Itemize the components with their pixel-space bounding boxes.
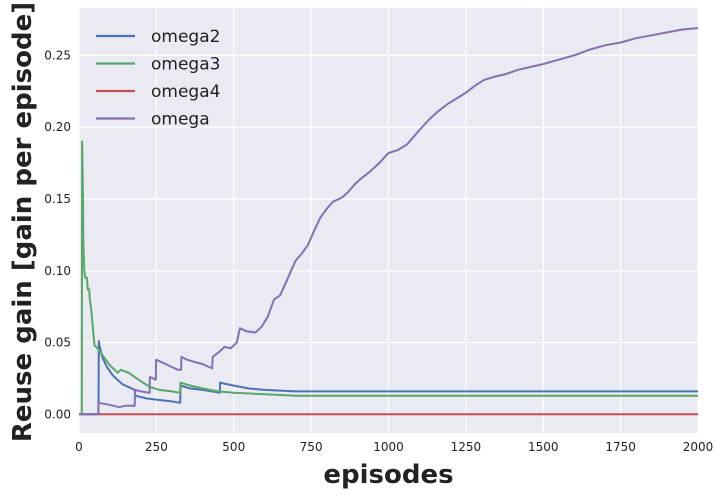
x-tick-label: 500 [222, 440, 245, 454]
x-tick-label: 2000 [683, 440, 714, 454]
x-axis-label: episodes [323, 460, 453, 490]
y-axis-label: Reuse gain [gain per episode] [8, 2, 38, 442]
x-tick-label: 250 [145, 440, 168, 454]
legend-label-omega: omega [151, 110, 210, 130]
y-tick-label: 0.00 [44, 407, 71, 421]
series-line-omega3 [79, 140, 698, 416]
x-tick-label: 1750 [605, 440, 636, 454]
x-tick-label: 750 [300, 440, 323, 454]
y-tick-label: 0.20 [44, 120, 71, 134]
x-axis-ticks: 0 250 500 750 1000 1250 1500 1750 2000 [75, 440, 713, 454]
y-tick-label: 0.25 [44, 48, 71, 62]
series-layer [79, 27, 699, 416]
series-line-omega [79, 27, 699, 416]
y-tick-label: 0.10 [44, 264, 71, 278]
y-tick-label: 0.05 [44, 336, 71, 350]
series-line-omega2 [79, 340, 698, 416]
legend-label-omega2: omega2 [151, 27, 220, 47]
x-tick-label: 1000 [373, 440, 404, 454]
x-tick-label: 0 [75, 440, 83, 454]
y-tick-label: 0.15 [44, 192, 71, 206]
x-tick-label: 1250 [451, 440, 482, 454]
y-axis-ticks: 0.00 0.05 0.10 0.15 0.20 0.25 [44, 48, 71, 421]
legend-label-omega4: omega4 [151, 82, 220, 102]
legend: omega2 omega3 omega4 omega [96, 27, 220, 130]
legend-label-omega3: omega3 [151, 55, 220, 75]
x-tick-label: 1500 [528, 440, 559, 454]
